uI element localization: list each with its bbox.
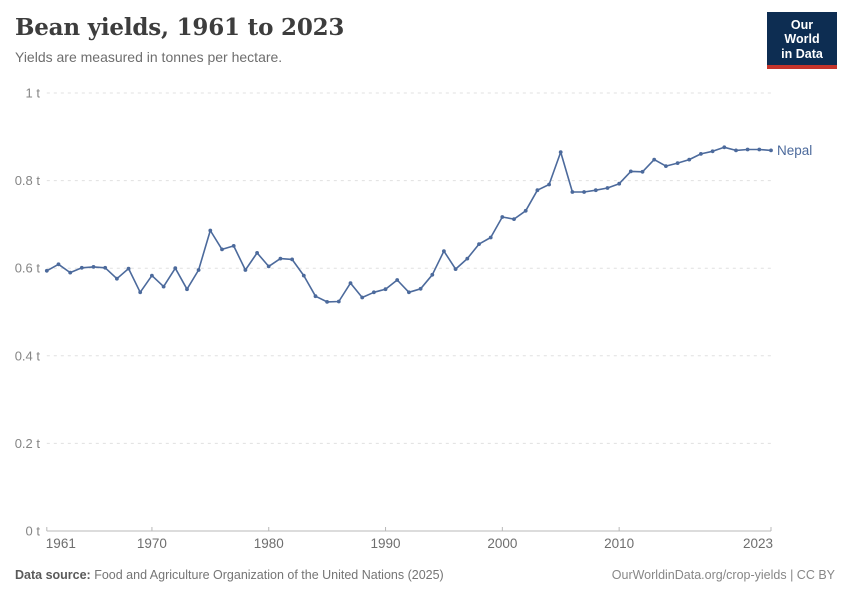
data-point bbox=[465, 256, 470, 261]
y-tick-label: 1 t bbox=[26, 86, 41, 101]
data-point bbox=[582, 190, 586, 194]
x-tick-label: 2023 bbox=[743, 536, 773, 551]
x-tick-label: 2000 bbox=[487, 536, 517, 551]
y-tick-label: 0.8 t bbox=[15, 173, 41, 188]
chart-subtitle: Yields are measured in tonnes per hectar… bbox=[15, 48, 283, 65]
data-point bbox=[173, 266, 178, 271]
data-point bbox=[605, 186, 610, 190]
data-point bbox=[266, 264, 271, 269]
y-tick-label: 0.2 t bbox=[15, 436, 41, 451]
x-tick-label: 2010 bbox=[604, 536, 634, 551]
data-point bbox=[185, 287, 189, 292]
data-point bbox=[383, 287, 388, 292]
owid-logo: Our World in Data bbox=[767, 12, 837, 70]
data-point bbox=[278, 256, 283, 261]
data-point bbox=[196, 268, 201, 272]
y-tick-label: 0.6 t bbox=[15, 261, 41, 276]
data-point bbox=[593, 188, 598, 193]
data-point bbox=[56, 262, 61, 267]
data-source-note: Data source: Food and Agriculture Organi… bbox=[15, 568, 444, 582]
data-point bbox=[372, 290, 376, 295]
data-point bbox=[430, 272, 435, 277]
data-point bbox=[699, 152, 703, 156]
data-point bbox=[628, 169, 633, 174]
data-point bbox=[68, 270, 73, 275]
data-point bbox=[325, 300, 329, 304]
data-point bbox=[301, 273, 306, 278]
data-source-label: Data source: bbox=[15, 568, 91, 582]
data-point bbox=[418, 286, 423, 291]
owid-logo-line1: Our World bbox=[784, 18, 820, 47]
x-tick-label: 1990 bbox=[371, 536, 401, 551]
chart-footer: Data source: Food and Agriculture Organi… bbox=[15, 568, 835, 582]
data-point bbox=[150, 273, 154, 278]
data-point bbox=[161, 284, 166, 289]
data-point bbox=[722, 145, 727, 150]
license-credit: OurWorldinData.org/crop-yields | CC BY bbox=[611, 568, 835, 582]
data-point bbox=[734, 148, 738, 153]
data-point bbox=[103, 265, 108, 270]
data-point bbox=[126, 266, 131, 271]
data-point bbox=[243, 268, 248, 272]
data-point bbox=[512, 217, 516, 222]
data-line-nepal bbox=[46, 146, 772, 303]
data-point bbox=[769, 148, 773, 153]
data-point bbox=[290, 257, 294, 262]
owid-logo-line2: in Data bbox=[781, 46, 823, 61]
data-point bbox=[91, 265, 96, 269]
data-point bbox=[44, 268, 49, 273]
data-point bbox=[255, 251, 259, 255]
data-point bbox=[208, 228, 213, 233]
data-point bbox=[477, 242, 481, 247]
data-point bbox=[313, 294, 318, 299]
data-point bbox=[348, 281, 353, 285]
data-point bbox=[523, 208, 528, 213]
data-point bbox=[395, 278, 400, 282]
data-point bbox=[535, 188, 540, 193]
data-point bbox=[675, 161, 680, 166]
x-tick-label: 1980 bbox=[254, 536, 284, 551]
y-tick-label: 0.4 t bbox=[15, 348, 41, 363]
data-point bbox=[488, 235, 493, 240]
data-point bbox=[547, 182, 551, 187]
data-point bbox=[687, 157, 692, 162]
data-point bbox=[652, 157, 657, 162]
data-source-text: Food and Agriculture Organization of the… bbox=[90, 568, 444, 582]
x-tick-label: 1961 bbox=[46, 536, 76, 551]
data-point bbox=[558, 150, 563, 155]
x-tick-label: 1970 bbox=[137, 536, 167, 551]
y-tick-label: 0 t bbox=[26, 524, 41, 539]
data-point bbox=[664, 164, 668, 169]
data-point bbox=[138, 290, 143, 295]
series-label-nepal: Nepal bbox=[777, 143, 812, 158]
data-point bbox=[79, 265, 84, 270]
data-point bbox=[617, 181, 622, 186]
data-point bbox=[710, 149, 715, 154]
data-point bbox=[757, 147, 762, 152]
chart-title: Bean yields, 1961 to 2023 bbox=[15, 14, 345, 41]
data-point bbox=[453, 267, 458, 271]
data-point bbox=[640, 169, 645, 174]
data-point bbox=[336, 299, 341, 304]
data-point bbox=[442, 249, 446, 254]
data-point bbox=[407, 290, 411, 295]
data-point bbox=[115, 276, 119, 281]
data-point bbox=[220, 247, 224, 252]
chart-header: Bean yields, 1961 to 2023 Yields are mea… bbox=[15, 14, 755, 65]
data-point bbox=[360, 295, 365, 300]
data-point bbox=[500, 215, 505, 219]
data-point bbox=[570, 190, 575, 194]
data-point bbox=[745, 147, 750, 152]
data-point bbox=[231, 244, 236, 248]
